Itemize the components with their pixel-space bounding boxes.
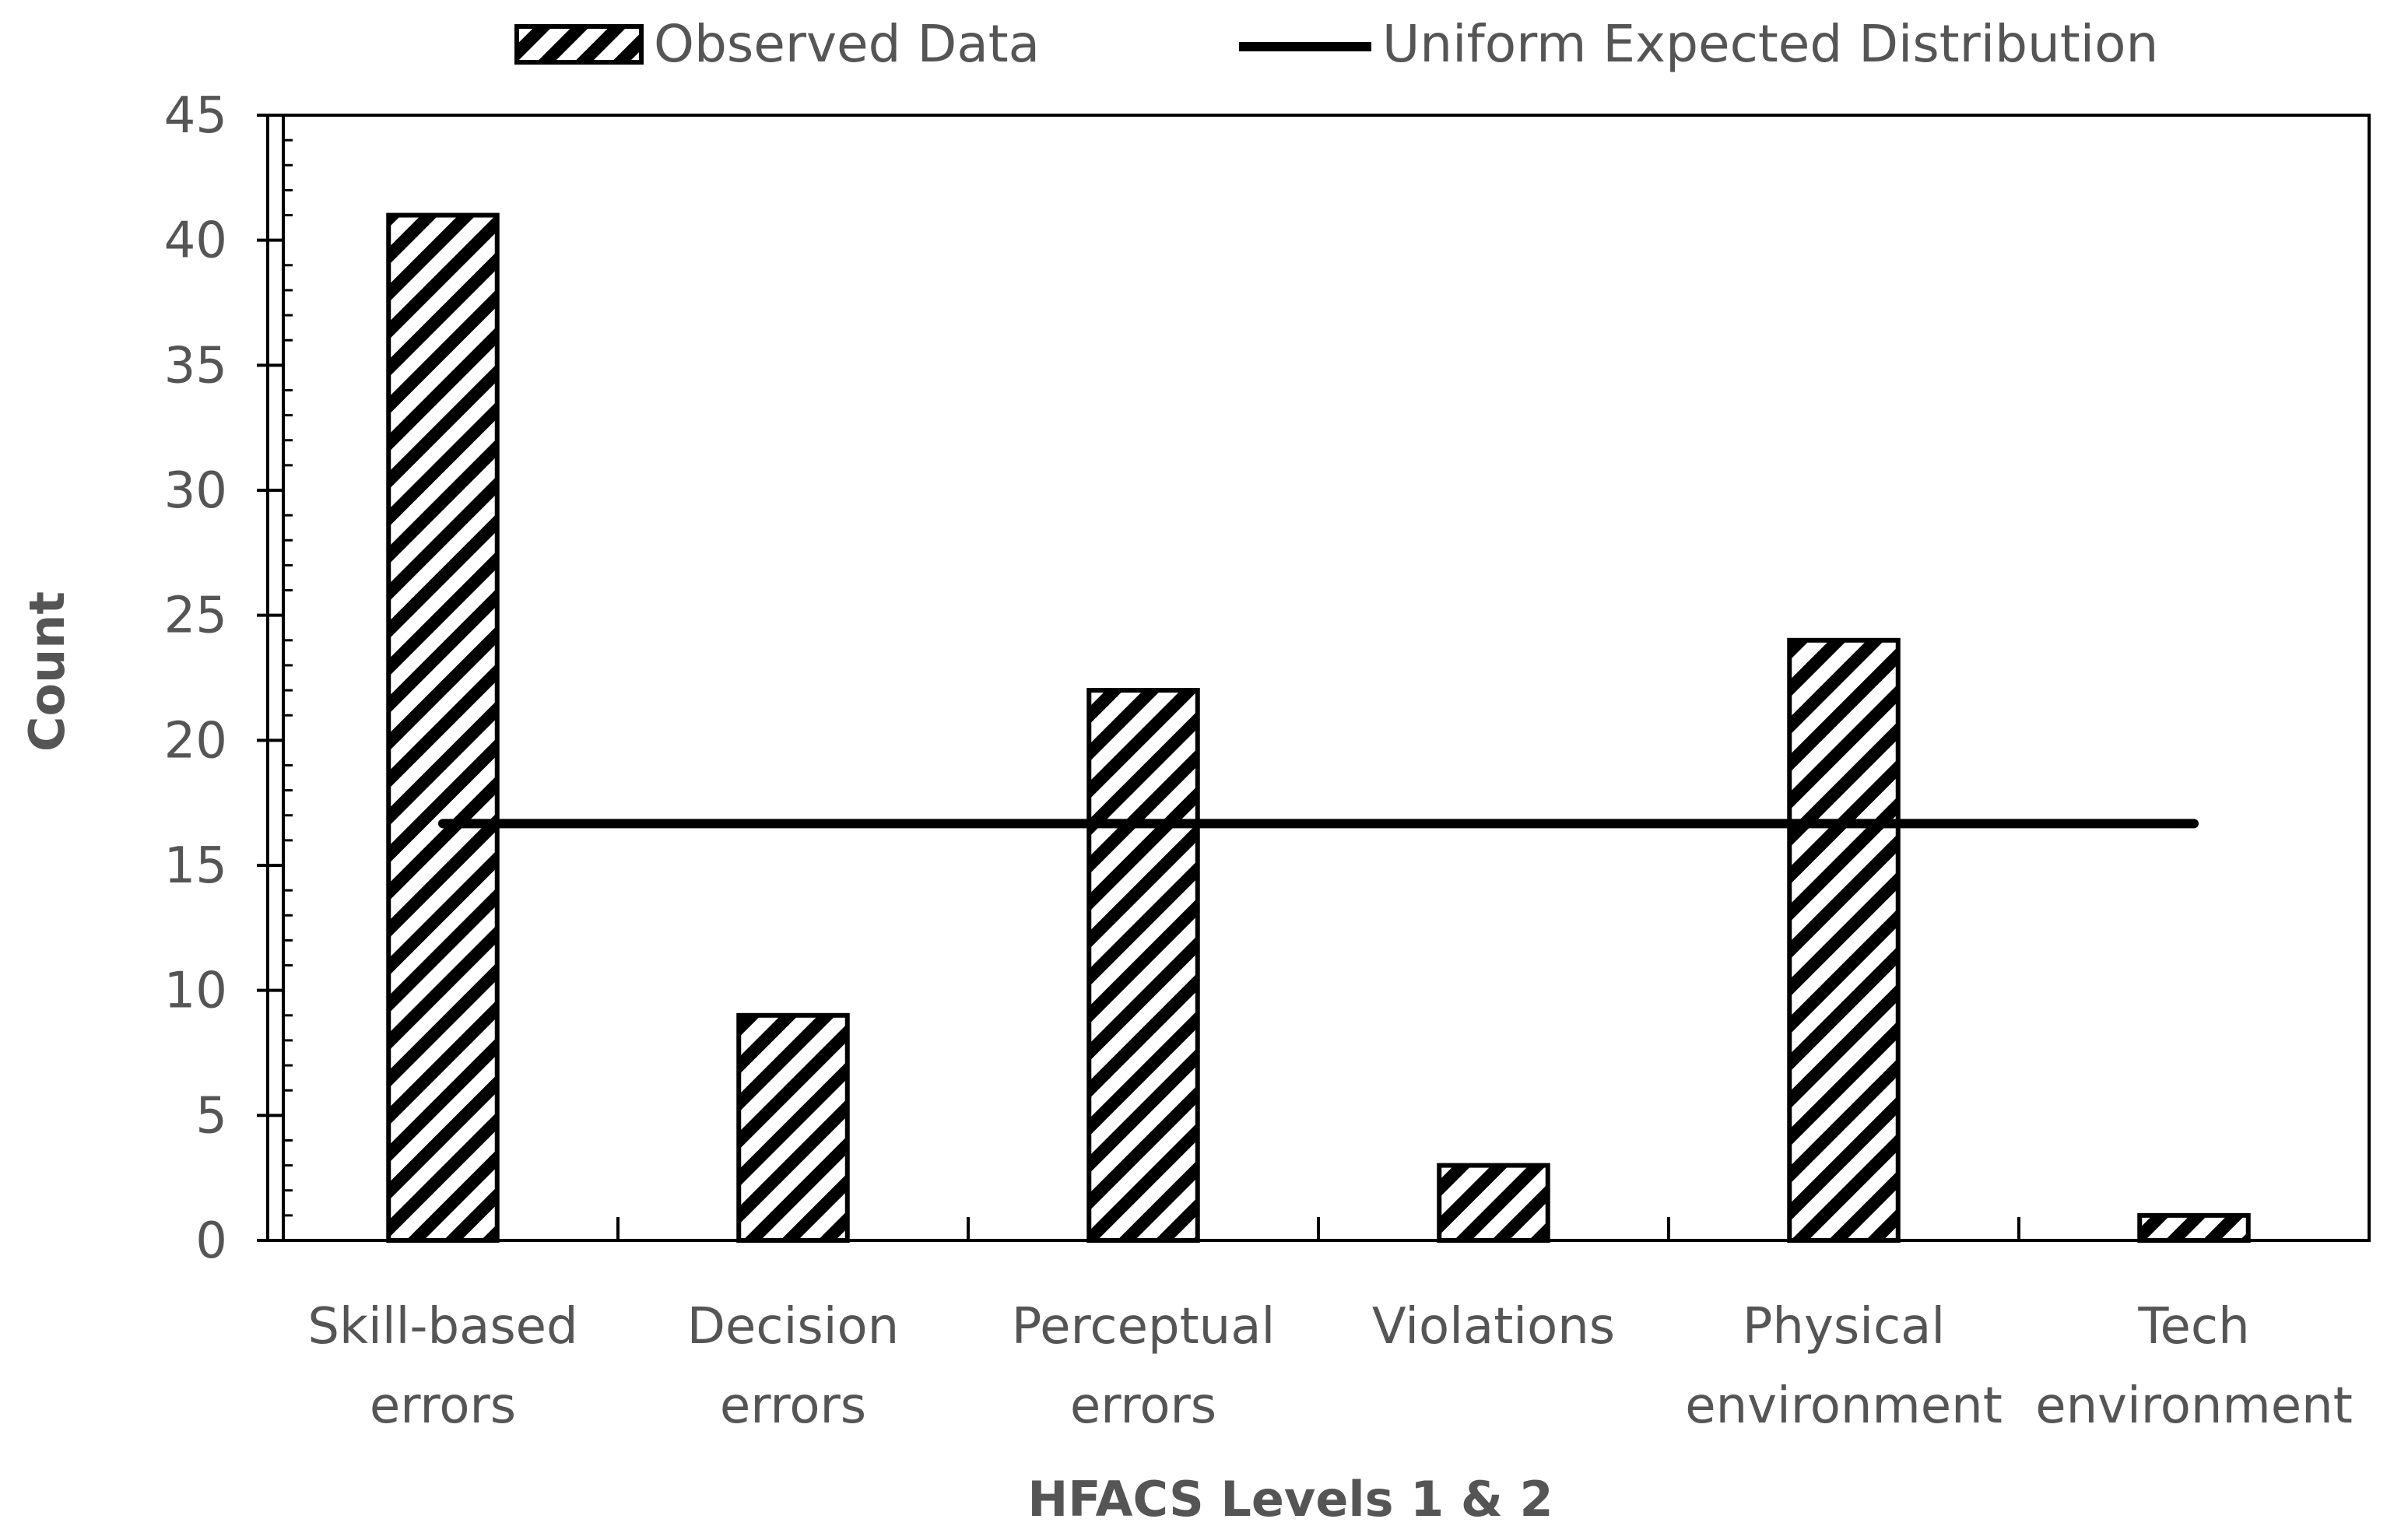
- y-tick-label: 15: [164, 837, 227, 895]
- bar-0: [386, 212, 500, 1243]
- y-tick-label: 45: [164, 87, 227, 145]
- y-axis: 0 5 10 15 20 25 30 35 40 45: [164, 87, 293, 1270]
- legend-label-observed: Observed Data: [654, 14, 1040, 74]
- x-tick-label-line: Perceptual: [1012, 1298, 1275, 1356]
- x-tick-label-line: errors: [1070, 1377, 1216, 1435]
- x-tick-label-line: Skill-based: [307, 1298, 577, 1356]
- x-tick-label: Violations: [1372, 1298, 1615, 1356]
- y-axis-title: Count: [19, 591, 75, 752]
- y-tick-label: 40: [164, 212, 227, 270]
- y-tick-label: 20: [164, 712, 227, 770]
- legend: Observed Data Uniform Expected Distribut…: [514, 14, 2158, 74]
- y-tick-label: 25: [164, 588, 227, 645]
- x-tick-label-line: errors: [720, 1377, 866, 1435]
- legend-label-expected: Uniform Expected Distribution: [1382, 14, 2158, 74]
- x-tick-label: Perceptual errors: [1012, 1298, 1275, 1435]
- legend-swatch-observed: [514, 24, 644, 65]
- y-tick-label: 35: [164, 337, 227, 395]
- bar-5: [2137, 1212, 2251, 1244]
- y-tick-label: 30: [164, 462, 227, 520]
- plot-frame: [266, 114, 2371, 1242]
- x-tick-label: Physical environment: [1685, 1298, 2003, 1435]
- x-tick-label-line: environment: [1685, 1377, 2003, 1435]
- x-tick-label-line: Decision: [687, 1298, 899, 1356]
- x-tick-label-line: environment: [2035, 1377, 2353, 1435]
- y-tick-label: 10: [164, 963, 227, 1020]
- bar-1: [736, 1012, 850, 1244]
- x-axis-title: HFACS Levels 1 & 2: [1027, 1471, 1553, 1528]
- x-tick-label: Skill-based errors: [307, 1298, 577, 1435]
- y-tick-label: 5: [195, 1087, 227, 1145]
- y-tick-label: 0: [195, 1212, 227, 1270]
- bar-3: [1437, 1163, 1550, 1243]
- x-tick-label: Tech environment: [2035, 1298, 2353, 1435]
- bar-2: [1086, 688, 1200, 1243]
- x-tick-label-line: Tech: [2137, 1298, 2249, 1356]
- x-tick-label-line: Physical: [1743, 1298, 1945, 1356]
- x-tick-label-line: Violations: [1372, 1298, 1615, 1356]
- x-tick-label-line: errors: [370, 1377, 516, 1435]
- x-tick-label: Decision errors: [687, 1298, 899, 1435]
- bar-series-observed: [386, 212, 2251, 1244]
- bar-4: [1787, 637, 1901, 1243]
